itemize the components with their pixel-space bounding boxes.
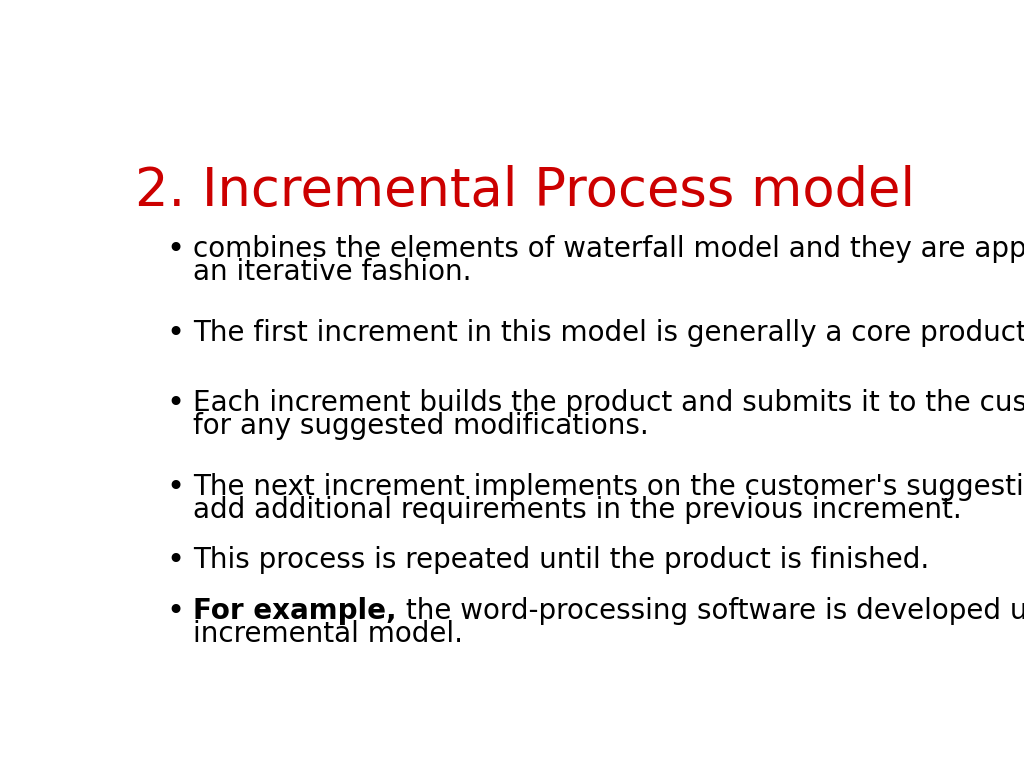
Text: •: • (166, 389, 184, 418)
Text: This process is repeated until the product is finished.: This process is repeated until the produ… (194, 547, 930, 574)
Text: an iterative fashion.: an iterative fashion. (194, 258, 472, 286)
Text: for any suggested modifications.: for any suggested modifications. (194, 412, 649, 440)
Text: •: • (166, 234, 184, 263)
Text: •: • (166, 473, 184, 502)
Text: For example,: For example, (194, 597, 396, 624)
Text: 2. Incremental Process model: 2. Incremental Process model (135, 165, 914, 217)
Text: combines the elements of waterfall model and they are applied in: combines the elements of waterfall model… (194, 234, 1024, 263)
Text: •: • (166, 319, 184, 349)
Text: Each increment builds the product and submits it to the customer: Each increment builds the product and su… (194, 389, 1024, 416)
Text: incremental model.: incremental model. (194, 620, 463, 647)
Text: •: • (166, 547, 184, 575)
Text: add additional requirements in the previous increment.: add additional requirements in the previ… (194, 496, 962, 525)
Text: the word-processing software is developed using the: the word-processing software is develope… (396, 597, 1024, 624)
Text: The first increment in this model is generally a core product.: The first increment in this model is gen… (194, 319, 1024, 347)
Text: •: • (166, 597, 184, 625)
Text: The next increment implements on the customer's suggestions and: The next increment implements on the cus… (194, 473, 1024, 502)
